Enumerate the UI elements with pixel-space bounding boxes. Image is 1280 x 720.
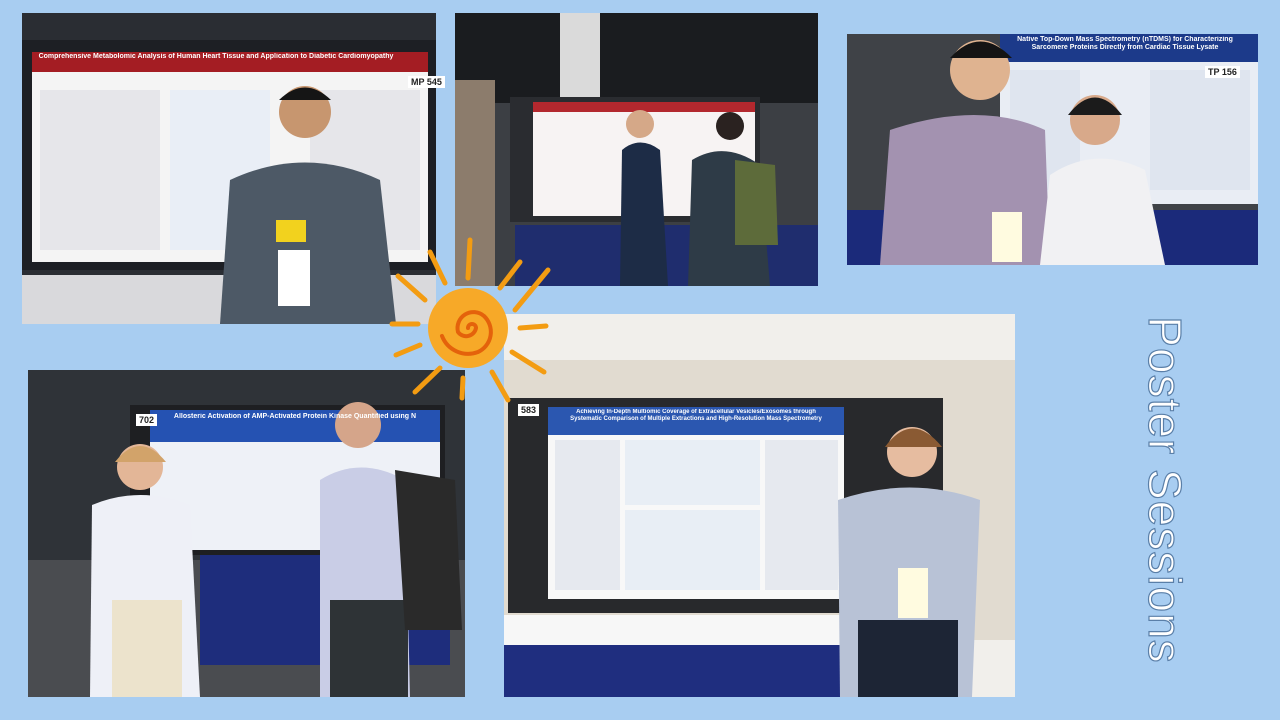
poster-title: Comprehensive Metabolomic Analysis of Hu… [38,53,394,60]
poster-title: Achieving In-Depth Multiomic Coverage of… [570,409,822,422]
poster-number: MP 545 [408,76,445,88]
slide-title: Poster Sessions [1138,316,1191,665]
poster-title: Allosteric Activation of AMP-Activated P… [173,413,417,420]
photo [455,13,818,286]
sun-icon [389,237,551,403]
photo [22,13,436,324]
poster-number: TP 156 [1205,66,1240,78]
photo [504,314,1015,697]
poster-title: Native Top-Down Mass Spectrometry (nTDMS… [1017,36,1233,52]
photo [28,370,465,697]
photo [847,34,1258,265]
poster-number: 583 [518,404,540,416]
poster-number: 702 [136,414,158,426]
